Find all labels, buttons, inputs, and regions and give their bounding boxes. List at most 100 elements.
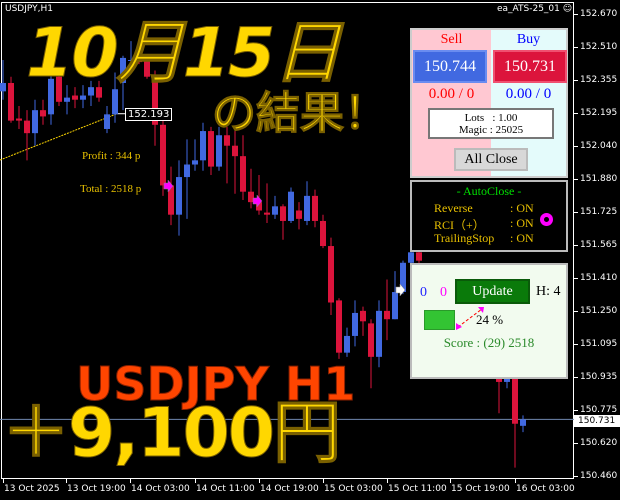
magic-text: Magic : 25025 [458,124,524,136]
sell-button[interactable]: 150.744 [413,50,487,83]
candle-body [96,87,102,98]
candle-body [144,59,150,77]
candle-body [416,252,422,261]
candle-body [272,206,278,215]
buy-button[interactable]: 150.731 [493,50,567,83]
order-panel: Sell Buy 150.744 150.731 0.00 / 0 0.00 /… [410,28,568,178]
count-magenta: 0 [440,285,447,300]
date-heading: 10月15日 [25,14,341,94]
ea-name-text: ea_ATS-25_01 [497,4,560,14]
candle-body [264,212,270,215]
candle-body [184,164,190,178]
candle [384,279,390,341]
price-tick [574,113,578,114]
candle [224,126,230,184]
time-tick [259,479,260,483]
price-label: 152.355 [580,75,618,85]
candle-body [240,156,246,192]
trade-arrow-icon [163,179,174,193]
candle-body [200,131,206,161]
candle [344,327,350,357]
candle [296,202,302,230]
candle [72,87,78,109]
price-tick [574,311,578,312]
autoclose-row-label: TrailingStop [434,231,495,245]
pair-heading: USDJPY H1 [75,357,356,412]
candle [520,415,526,433]
price-label: 152.040 [580,141,618,151]
update-button[interactable]: Update [455,279,530,304]
candle [24,110,30,161]
price-label: 152.195 [580,108,618,118]
candle [88,80,94,106]
candle-body [160,124,166,186]
candle [128,41,134,67]
price-tick [574,245,578,246]
candle-body [520,419,526,426]
candle [264,183,270,224]
candle [40,99,46,125]
candle-body [24,120,30,134]
profit-heading: ＋9,100円 [1,394,341,474]
candle [160,120,166,196]
autoclose-row-value: : ON [510,201,534,215]
candle [288,187,294,224]
candle-body [56,76,62,102]
candle-body [296,210,302,219]
time-tick [3,479,4,483]
candle [96,80,102,102]
candle [8,76,14,123]
profit-text: Profit : 344 p [82,150,141,162]
candle [368,319,374,389]
time-tick [387,479,388,483]
candle [240,135,246,201]
candle-body [40,110,46,117]
price-tick [574,146,578,147]
all-close-button[interactable]: All Close [454,148,528,171]
price-tick [574,80,578,81]
candle-body [392,292,398,320]
candle-body [352,312,358,336]
candle [192,139,198,171]
price-label: 151.250 [580,306,618,316]
candle [48,59,54,125]
total-text: Total : 2518 p [80,183,142,195]
candle-body [48,78,54,115]
score-panel: 0 0 Update H: 4 24 % Score : (29) 2518 [410,263,568,379]
candle-body [208,131,214,167]
time-label: 14 Oct 03:00 [131,484,190,494]
candle [16,105,22,129]
candle [216,126,222,171]
result-heading: の結果！ [212,88,389,140]
candle-body [120,57,126,83]
candle-body [112,89,118,115]
candle-body [400,262,406,293]
candle [312,189,318,228]
candlestick-chart[interactable] [0,0,574,478]
candle [280,204,286,240]
time-tick [130,479,131,483]
candle-body [344,335,350,353]
candle [328,237,334,316]
price-label: 151.095 [580,339,618,349]
autoclose-row-value: : ON [510,216,534,230]
smiley-icon: ☺ [562,4,573,14]
candle-body [408,252,414,263]
autoclose-row-label: Reverse [434,201,473,215]
candle [272,195,278,219]
candle [144,57,150,79]
time-tick [515,479,516,483]
candle [256,174,262,215]
candle-body [232,145,238,157]
candle-body [168,185,174,215]
autoclose-row-label: RCI（+） [434,218,485,232]
price-label: 150.935 [580,372,618,382]
candle-body [136,59,142,63]
price-tick [574,278,578,279]
progress-label: 24 % [476,312,504,327]
candle [200,122,206,171]
candle-body [256,202,262,211]
candle [56,70,62,106]
time-label: 14 Oct 19:00 [260,484,319,494]
autoclose-title: - AutoClose - [456,184,522,198]
